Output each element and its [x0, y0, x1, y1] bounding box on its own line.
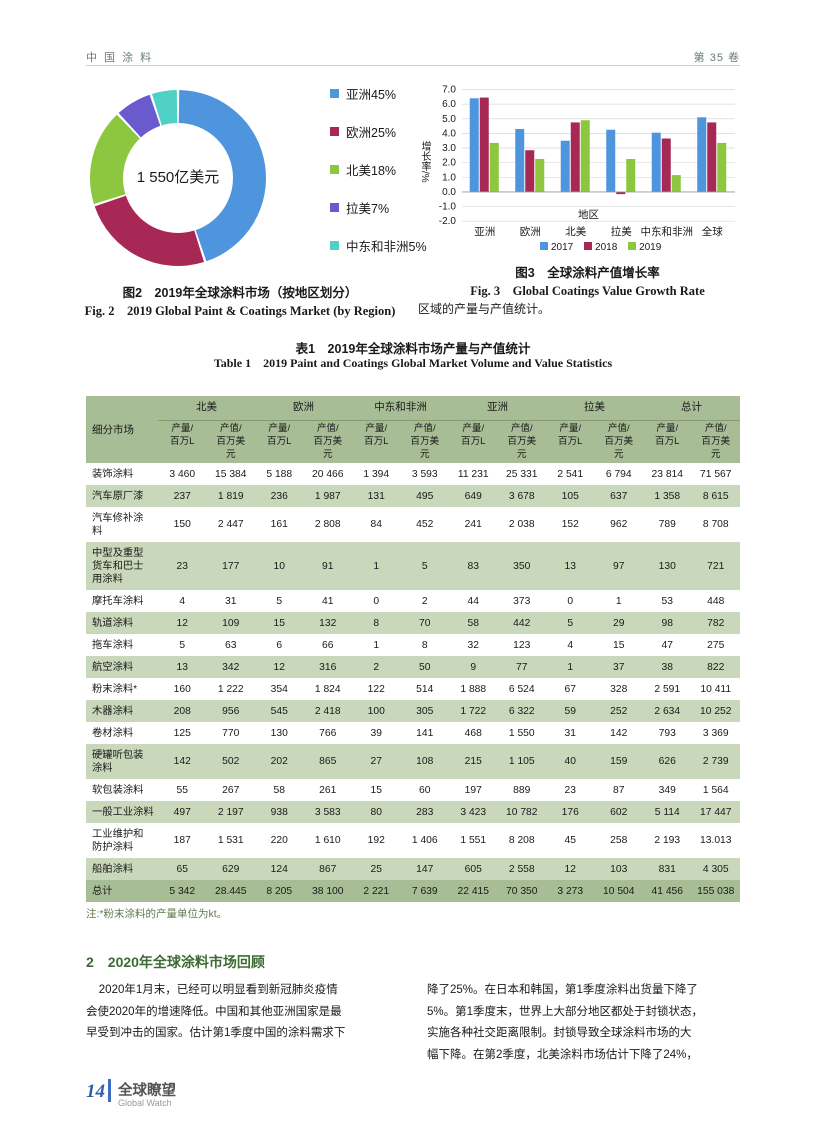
svg-text:7.0: 7.0: [442, 85, 456, 96]
svg-text:中东和非洲: 中东和非洲: [641, 225, 694, 238]
svg-text:1.0: 1.0: [442, 172, 456, 183]
svg-text:拉美: 拉美: [611, 225, 632, 238]
svg-text:6.0: 6.0: [442, 99, 456, 110]
svg-text:全球: 全球: [702, 225, 723, 238]
svg-text:2.0: 2.0: [442, 158, 456, 169]
svg-text:北美: 北美: [565, 225, 586, 238]
svg-text:4.0: 4.0: [442, 128, 456, 139]
svg-text:-1.0: -1.0: [439, 202, 457, 213]
svg-text:0.0: 0.0: [442, 187, 456, 198]
svg-text:5.0: 5.0: [442, 114, 456, 125]
svg-text:-2.0: -2.0: [439, 216, 457, 227]
svg-text:3.0: 3.0: [442, 143, 456, 154]
svg-text:欧洲: 欧洲: [520, 226, 541, 238]
svg-text:亚洲: 亚洲: [474, 226, 495, 238]
